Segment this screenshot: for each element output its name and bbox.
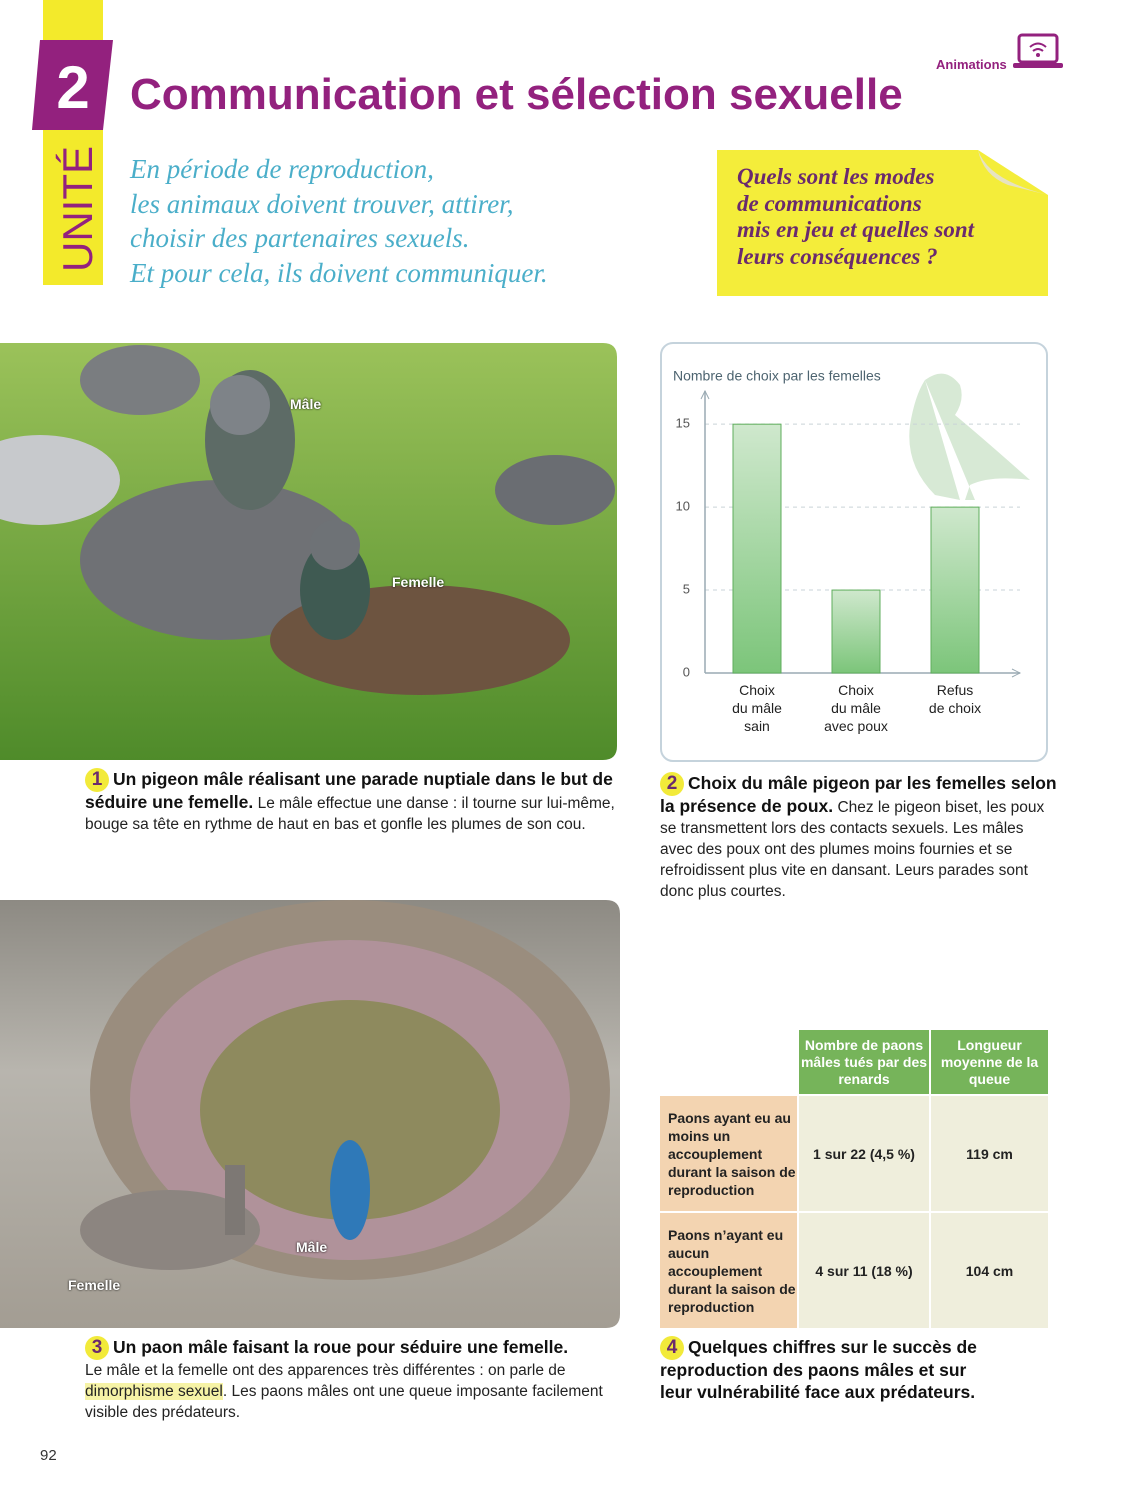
title: Communication et sélection sexuelle — [130, 70, 903, 119]
y-tick-label: 5 — [683, 581, 690, 596]
intro-line: En période de reproduction, — [130, 154, 434, 184]
caption-bold: Un paon mâle faisant la roue pour séduir… — [113, 1337, 569, 1357]
y-tick-label: 10 — [676, 499, 690, 514]
question-line: Quels sont les modes — [737, 164, 935, 189]
empty-cell — [660, 1030, 797, 1094]
pigeon-silhouette — [909, 373, 1030, 500]
caption-4: 4 Quelques chiffres sur le succès de repr… — [660, 1336, 980, 1404]
unit-number: 2 — [56, 54, 89, 121]
unit-label: UNITÉ — [54, 146, 101, 272]
x-tick-label: Choix du mâle avec poux — [824, 682, 888, 734]
question-line: leurs conséquences ? — [737, 243, 938, 269]
doc-number: 4 — [660, 1336, 684, 1360]
caption-2: 2 Choix du mâle pigeon par les femelles s… — [660, 772, 1060, 902]
photo-label: Mâle — [296, 1239, 328, 1255]
axis-arrow — [700, 389, 710, 400]
y-tick-label: 15 — [676, 416, 690, 431]
doc-number: 1 — [85, 768, 109, 792]
chart-title: Nombre de choix par les femelles — [673, 368, 881, 384]
doc-number: 3 — [85, 1336, 109, 1360]
x-tick-label: Refus de choix — [928, 682, 982, 716]
bar — [930, 506, 980, 674]
doc-number: 2 — [660, 772, 684, 796]
column-header: Nombre de paons mâles tués par des renar… — [799, 1030, 929, 1094]
photo-label: Femelle — [68, 1277, 121, 1293]
caption-3: 3 Un paon mâle faisant la roue pour sédui… — [85, 1336, 615, 1423]
y-tick-label: 0 — [683, 664, 690, 679]
animations-link[interactable]: Animations — [936, 57, 1007, 72]
animations-icon[interactable] — [1013, 33, 1063, 68]
pigeon-photo — [0, 343, 617, 760]
caption-bold: Un pigeon mâle réalisant une parade nupt… — [85, 769, 613, 812]
caption-bold: Choix du mâle pigeon par les femelles se… — [660, 773, 1057, 816]
caption-text: Chez le pigeon biset, les poux se transm… — [660, 799, 1045, 900]
page-number: 92 — [40, 1447, 57, 1464]
caption-1: 1 Un pigeon mâle réalisant une parade nup… — [85, 768, 615, 835]
row-header: Paons n’ayant eu aucun accouplement dura… — [660, 1213, 797, 1328]
unit-flag — [32, 40, 113, 130]
peacock-photo — [0, 900, 620, 1328]
question-line: mis en jeu et quelles sont — [737, 217, 975, 242]
cell: 119 cm — [931, 1096, 1048, 1211]
caption-bold: Quelques chiffres sur le succès de repro… — [660, 1337, 977, 1402]
highlight-term[interactable]: dimorphisme sexuel — [85, 1383, 223, 1400]
question-note — [717, 150, 1048, 296]
chart: Nombre de choix par les femelles 0 5 10 15 — [673, 368, 1022, 679]
intro-line: choisir des partenaires sexuels. — [130, 223, 470, 253]
bar — [831, 589, 881, 674]
x-tick-label: Choix du mâle sain — [732, 682, 782, 734]
caption-text: . Les paons mâles ont une queue imposant… — [85, 1383, 603, 1421]
data-table: Nombre de paons mâles tués par des renar… — [658, 1028, 1050, 1330]
intro-line: Et pour cela, ils doivent communiquer. — [130, 257, 548, 288]
caption-text: Le mâle et la femelle ont des apparences… — [85, 1362, 566, 1379]
caption-text: Le mâle effectue une danse : il tourne s… — [85, 795, 615, 833]
column-header: Longueur moyenne de la queue — [931, 1030, 1048, 1094]
cell: 104 cm — [931, 1213, 1048, 1328]
photo-label: Femelle — [392, 574, 445, 590]
question: Quels sont les modes de communications m… — [737, 164, 974, 270]
note-fold — [978, 150, 1048, 195]
intro-line: les animaux doivent trouver, attirer, — [130, 188, 514, 219]
row-header: Paons ayant eu au moins un accouplement … — [660, 1096, 797, 1211]
bar — [732, 423, 782, 674]
question-line: de communications — [737, 190, 922, 216]
axis-arrow — [1011, 668, 1022, 678]
intro: En période de reproduction, les animaux … — [130, 152, 548, 290]
cell: 4 sur 11 (18 %) — [799, 1213, 929, 1328]
cell: 1 sur 22 (4,5 %) — [799, 1096, 929, 1211]
photo-label: Mâle — [290, 396, 322, 412]
